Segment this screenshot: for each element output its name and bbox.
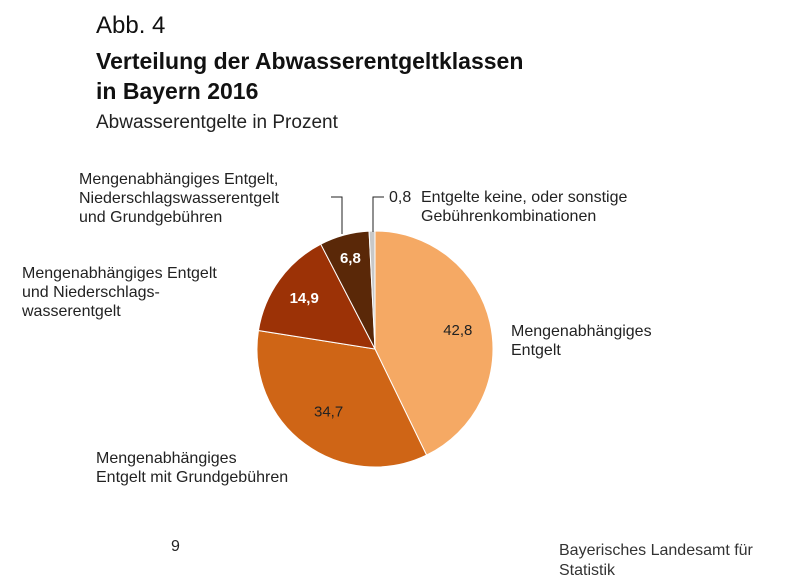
pie-slices <box>256 230 494 468</box>
category-label-line: Gebührenkombinationen <box>421 208 597 225</box>
value-label-slice-1: 42,8 <box>443 322 472 339</box>
category-label-slice-5: Entgelte keine, oder sonstige Gebührenko… <box>421 188 627 226</box>
category-label-slice-3: Mengenabhängiges Entgelt und Niederschla… <box>22 264 217 321</box>
category-label-line: Entgelte keine, oder sonstige <box>421 189 628 206</box>
category-label-slice-4: Mengenabhängiges Entgelt, Niederschlagsw… <box>79 170 279 227</box>
pie-slice-3 <box>257 243 376 350</box>
page-number: 9 <box>171 538 180 555</box>
value-label-slice-2: 34,7 <box>314 404 343 421</box>
pie-slice-5 <box>368 230 376 350</box>
pie-slice-1 <box>374 230 494 456</box>
value-label-slice-3: 14,9 <box>290 290 319 307</box>
category-label-line: Mengenabhängiges Entgelt <box>22 265 217 282</box>
category-label-line: wasserentgelt <box>22 303 121 320</box>
leader-lines <box>331 196 384 234</box>
category-label-line: und Niederschlags- <box>22 284 160 301</box>
category-label-line: Mengenabhängiges <box>96 450 237 467</box>
category-label-slice-2: Mengenabhängiges Entgelt mit Grundgebühr… <box>96 449 288 487</box>
category-label-line: Niederschlagswasserentgelt <box>79 190 280 207</box>
value-labels: 42,8 34,7 14,9 6,8 <box>290 250 473 421</box>
chart-title-line-1: Verteilung der Abwasserentgeltklassen <box>96 48 524 74</box>
source-credit-line-2: Statistik <box>559 562 616 579</box>
category-label-line: Entgelt mit Grundgebühren <box>96 469 289 486</box>
category-label-slice-1: Mengenabhängiges Entgelt <box>511 322 652 360</box>
category-label-line: Entgelt <box>511 342 561 359</box>
category-label-line: Mengenabhängiges Entgelt, <box>79 171 279 188</box>
value-label-slice-5: 0,8 <box>389 189 412 206</box>
leader-line-slice-4 <box>331 196 343 234</box>
chart-subtitle: Abwasserentgelte in Prozent <box>96 112 338 133</box>
leader-line-slice-5 <box>372 196 384 232</box>
pie-slice-2 <box>256 329 428 468</box>
category-label-line: Mengenabhängiges <box>511 323 652 340</box>
category-label-line: und Grundgebühren <box>79 209 223 226</box>
source-credit: Bayerisches Landesamt für Statistik <box>559 541 753 581</box>
source-credit-line-1: Bayerisches Landesamt für <box>559 542 753 559</box>
chart-title-line-2: in Bayern 2016 <box>96 78 259 104</box>
chart-title: Verteilung der Abwasserentgeltklassen in… <box>96 46 523 106</box>
figure-number: Abb. 4 <box>96 12 166 39</box>
value-label-slice-4: 6,8 <box>340 250 361 267</box>
